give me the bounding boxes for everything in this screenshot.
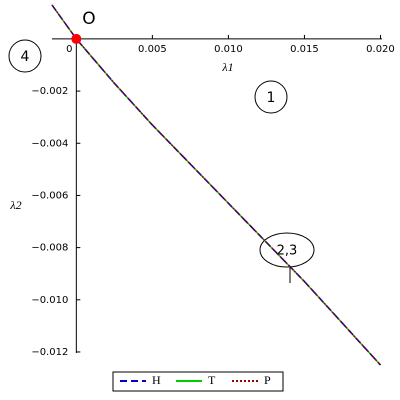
legend-label: H (152, 373, 161, 387)
y-tick-label: −0.010 (31, 295, 68, 306)
y-tick-label: −0.004 (31, 138, 68, 149)
annotation: 1 (267, 90, 276, 106)
annotation: 2,3 (277, 244, 298, 259)
x-tick-label: 0.015 (290, 44, 319, 55)
x-tick-label: 0 (66, 44, 72, 55)
x-axis-label: λ1 (221, 60, 233, 74)
y-tick-label: −0.002 (31, 86, 68, 97)
x-tick-label: 0.020 (366, 44, 395, 55)
x-tick-label: 0.005 (138, 44, 167, 55)
annotation-circle (8, 39, 42, 73)
y-axis-label: λ2 (9, 198, 21, 212)
annotation-circle (254, 80, 288, 114)
y-tick-label: −0.012 (31, 347, 68, 358)
legend-label: T (208, 373, 216, 387)
annotation-ellipse (259, 232, 315, 268)
legend-label: P (264, 373, 271, 387)
x-tick-label: 0.010 (214, 44, 243, 55)
series-line (51, 4, 382, 366)
annotation: 4 (21, 49, 30, 65)
y-tick-label: −0.006 (31, 190, 68, 201)
origin-point (71, 33, 82, 44)
series-line (51, 4, 382, 366)
y-tick-label: −0.008 (31, 243, 68, 254)
annotation: O (82, 9, 95, 29)
